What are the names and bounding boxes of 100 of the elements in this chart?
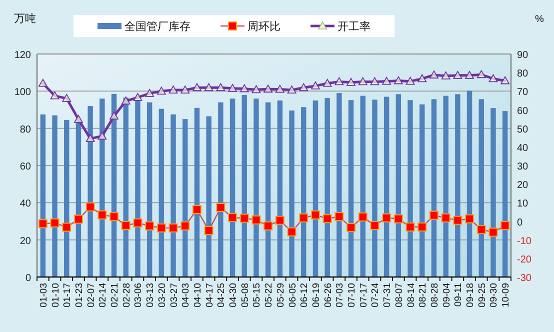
point	[145, 88, 154, 97]
bar	[396, 94, 402, 277]
y2-tick-label: 80	[517, 68, 529, 80]
bar	[206, 116, 212, 277]
bar	[324, 98, 330, 277]
x-tick-label: 02-07	[86, 283, 97, 308]
x-tick-label: 04-03	[180, 283, 192, 308]
x-tick-label: 09-11	[453, 283, 464, 307]
x-tick-label: 06-12	[299, 283, 310, 308]
bar	[64, 120, 70, 277]
y2-tick-label: -30	[517, 273, 532, 284]
bar	[230, 98, 236, 277]
bar	[348, 100, 354, 277]
bar	[135, 100, 140, 277]
y2-tick-label: 70	[517, 87, 529, 98]
y2-tick-label: 60	[517, 106, 529, 117]
bar	[312, 100, 318, 277]
y-tick-label: 60	[20, 162, 32, 172]
bar	[336, 93, 342, 277]
bar	[360, 96, 366, 277]
x-tick-label: 09-18	[465, 283, 476, 308]
point	[180, 86, 190, 94]
x-tick-label: 04-30	[228, 283, 240, 308]
point	[441, 71, 450, 80]
y2-tick-label: 90	[517, 50, 529, 61]
y2-tick-label: 10	[517, 198, 529, 210]
point	[394, 76, 403, 84]
x-tick-label: 07-03	[334, 283, 346, 308]
bar	[277, 100, 283, 277]
x-tick-label: 05-08	[240, 283, 251, 308]
x-tick-label: 01-17	[62, 283, 74, 308]
y2-tick-label: 20	[517, 180, 529, 192]
point	[168, 86, 178, 94]
y-axis-title: 万吨	[14, 12, 36, 25]
point	[62, 94, 72, 102]
x-tick-label: 03-06	[133, 283, 144, 308]
bar	[301, 107, 306, 277]
y2-tick-label: 30	[517, 162, 529, 172]
x-tick-label: 02-14	[98, 283, 109, 308]
bar	[88, 106, 93, 277]
bar	[194, 108, 200, 277]
bar	[420, 104, 425, 277]
x-tick-label: 01-10	[50, 283, 62, 308]
y-tick-label: 80	[20, 124, 32, 136]
point	[453, 70, 462, 79]
point	[334, 77, 344, 86]
y2-tick-label: 0	[517, 217, 523, 228]
point	[488, 74, 498, 82]
point	[240, 84, 249, 92]
point	[121, 96, 130, 104]
x-tick-label: 06-19	[310, 283, 322, 308]
x-tick-label: 06-05	[287, 283, 298, 308]
point	[311, 82, 320, 90]
x-tick-label: 05-22	[264, 283, 275, 308]
x-tick-label: 04-17	[204, 283, 216, 308]
x-tick-label: 07-17	[358, 283, 370, 308]
bar	[408, 100, 413, 277]
x-tick-label: 08-07	[394, 283, 405, 308]
legend-label: 开工率	[338, 20, 370, 33]
point	[192, 83, 202, 92]
bar	[254, 98, 259, 277]
bar	[182, 119, 188, 277]
x-tick-label: 05-15	[252, 283, 263, 308]
point	[322, 78, 332, 87]
bar	[384, 96, 390, 277]
bar	[146, 102, 152, 277]
bar	[158, 108, 164, 277]
x-tick-label: 08-28	[429, 283, 440, 308]
point	[74, 114, 83, 123]
bar	[372, 100, 378, 277]
bar	[455, 94, 460, 277]
x-tick-label: 01-03	[38, 283, 50, 308]
x-tick-label: 06-26	[322, 283, 334, 308]
x-tick-label: 05-29	[275, 283, 286, 308]
point	[346, 78, 356, 86]
point	[275, 84, 284, 93]
x-tick-label: 09-30	[488, 283, 500, 308]
x-tick-label: 07-24	[370, 283, 382, 308]
x-tick-label: 09-04	[441, 283, 452, 308]
bar	[52, 115, 58, 277]
y2-tick-label: -10	[517, 236, 532, 247]
x-tick-label: 07-10	[346, 283, 358, 308]
legend-label: 全国管厂库存	[124, 20, 190, 33]
bar	[242, 94, 247, 277]
bar	[265, 102, 271, 277]
y2-axis-title: %	[535, 14, 544, 25]
point	[86, 134, 95, 142]
x-tick-label: 04-10	[192, 283, 204, 308]
point	[264, 84, 273, 93]
point	[228, 84, 237, 92]
point	[406, 76, 415, 85]
x-tick-label: 08-14	[406, 283, 417, 308]
point	[133, 93, 142, 101]
x-tick-label: 09-25	[476, 283, 488, 308]
x-tick-label: 03-20	[156, 283, 168, 308]
bar	[502, 111, 508, 277]
point	[382, 76, 392, 85]
bar	[100, 98, 105, 277]
point	[204, 83, 214, 92]
x-tick-label: 08-21	[418, 283, 429, 308]
